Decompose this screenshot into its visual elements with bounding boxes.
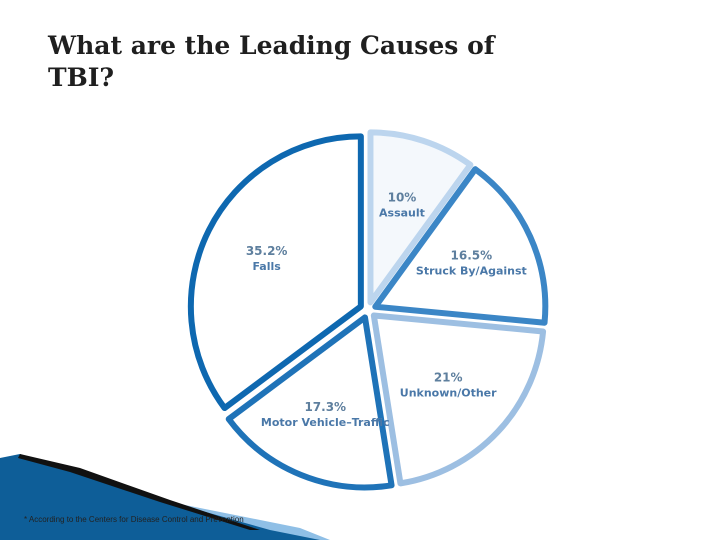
footer-dark-band (0, 454, 320, 540)
pie-labels: 10% Assault 16.5% Struck By/Against 21% Unkno… (246, 190, 527, 429)
slice-category-label: Motor Vehicle–Traffic (261, 416, 390, 429)
slice-category-label: Falls (252, 260, 281, 273)
pie-slice-unknown-other (370, 312, 547, 487)
slice-category-label: Unknown/Other (400, 386, 497, 399)
pie-slice-motor-vehicle-traffic (225, 314, 395, 491)
slice-value-label: 17.3% (304, 400, 346, 414)
slice-value-label: 35.2% (246, 244, 288, 258)
footer-wave-decoration (0, 454, 330, 540)
pie-slice-assault (367, 129, 474, 306)
slice-category-label: Struck By/Against (416, 264, 527, 277)
slice-value-label: 16.5% (451, 248, 493, 262)
footer-black-stripe (18, 454, 260, 530)
slice-category-label: Assault (379, 206, 425, 219)
footnote: * According to the Centers for Disease C… (24, 515, 244, 524)
pie-slice-struck-by-against (372, 166, 549, 326)
pie-slice-falls (187, 133, 364, 412)
pie-slices (187, 129, 549, 491)
slide-title: What are the Leading Causes of TBI? (48, 31, 495, 92)
slice-value-label: 21% (434, 370, 463, 384)
slice-value-label: 10% (388, 190, 417, 204)
